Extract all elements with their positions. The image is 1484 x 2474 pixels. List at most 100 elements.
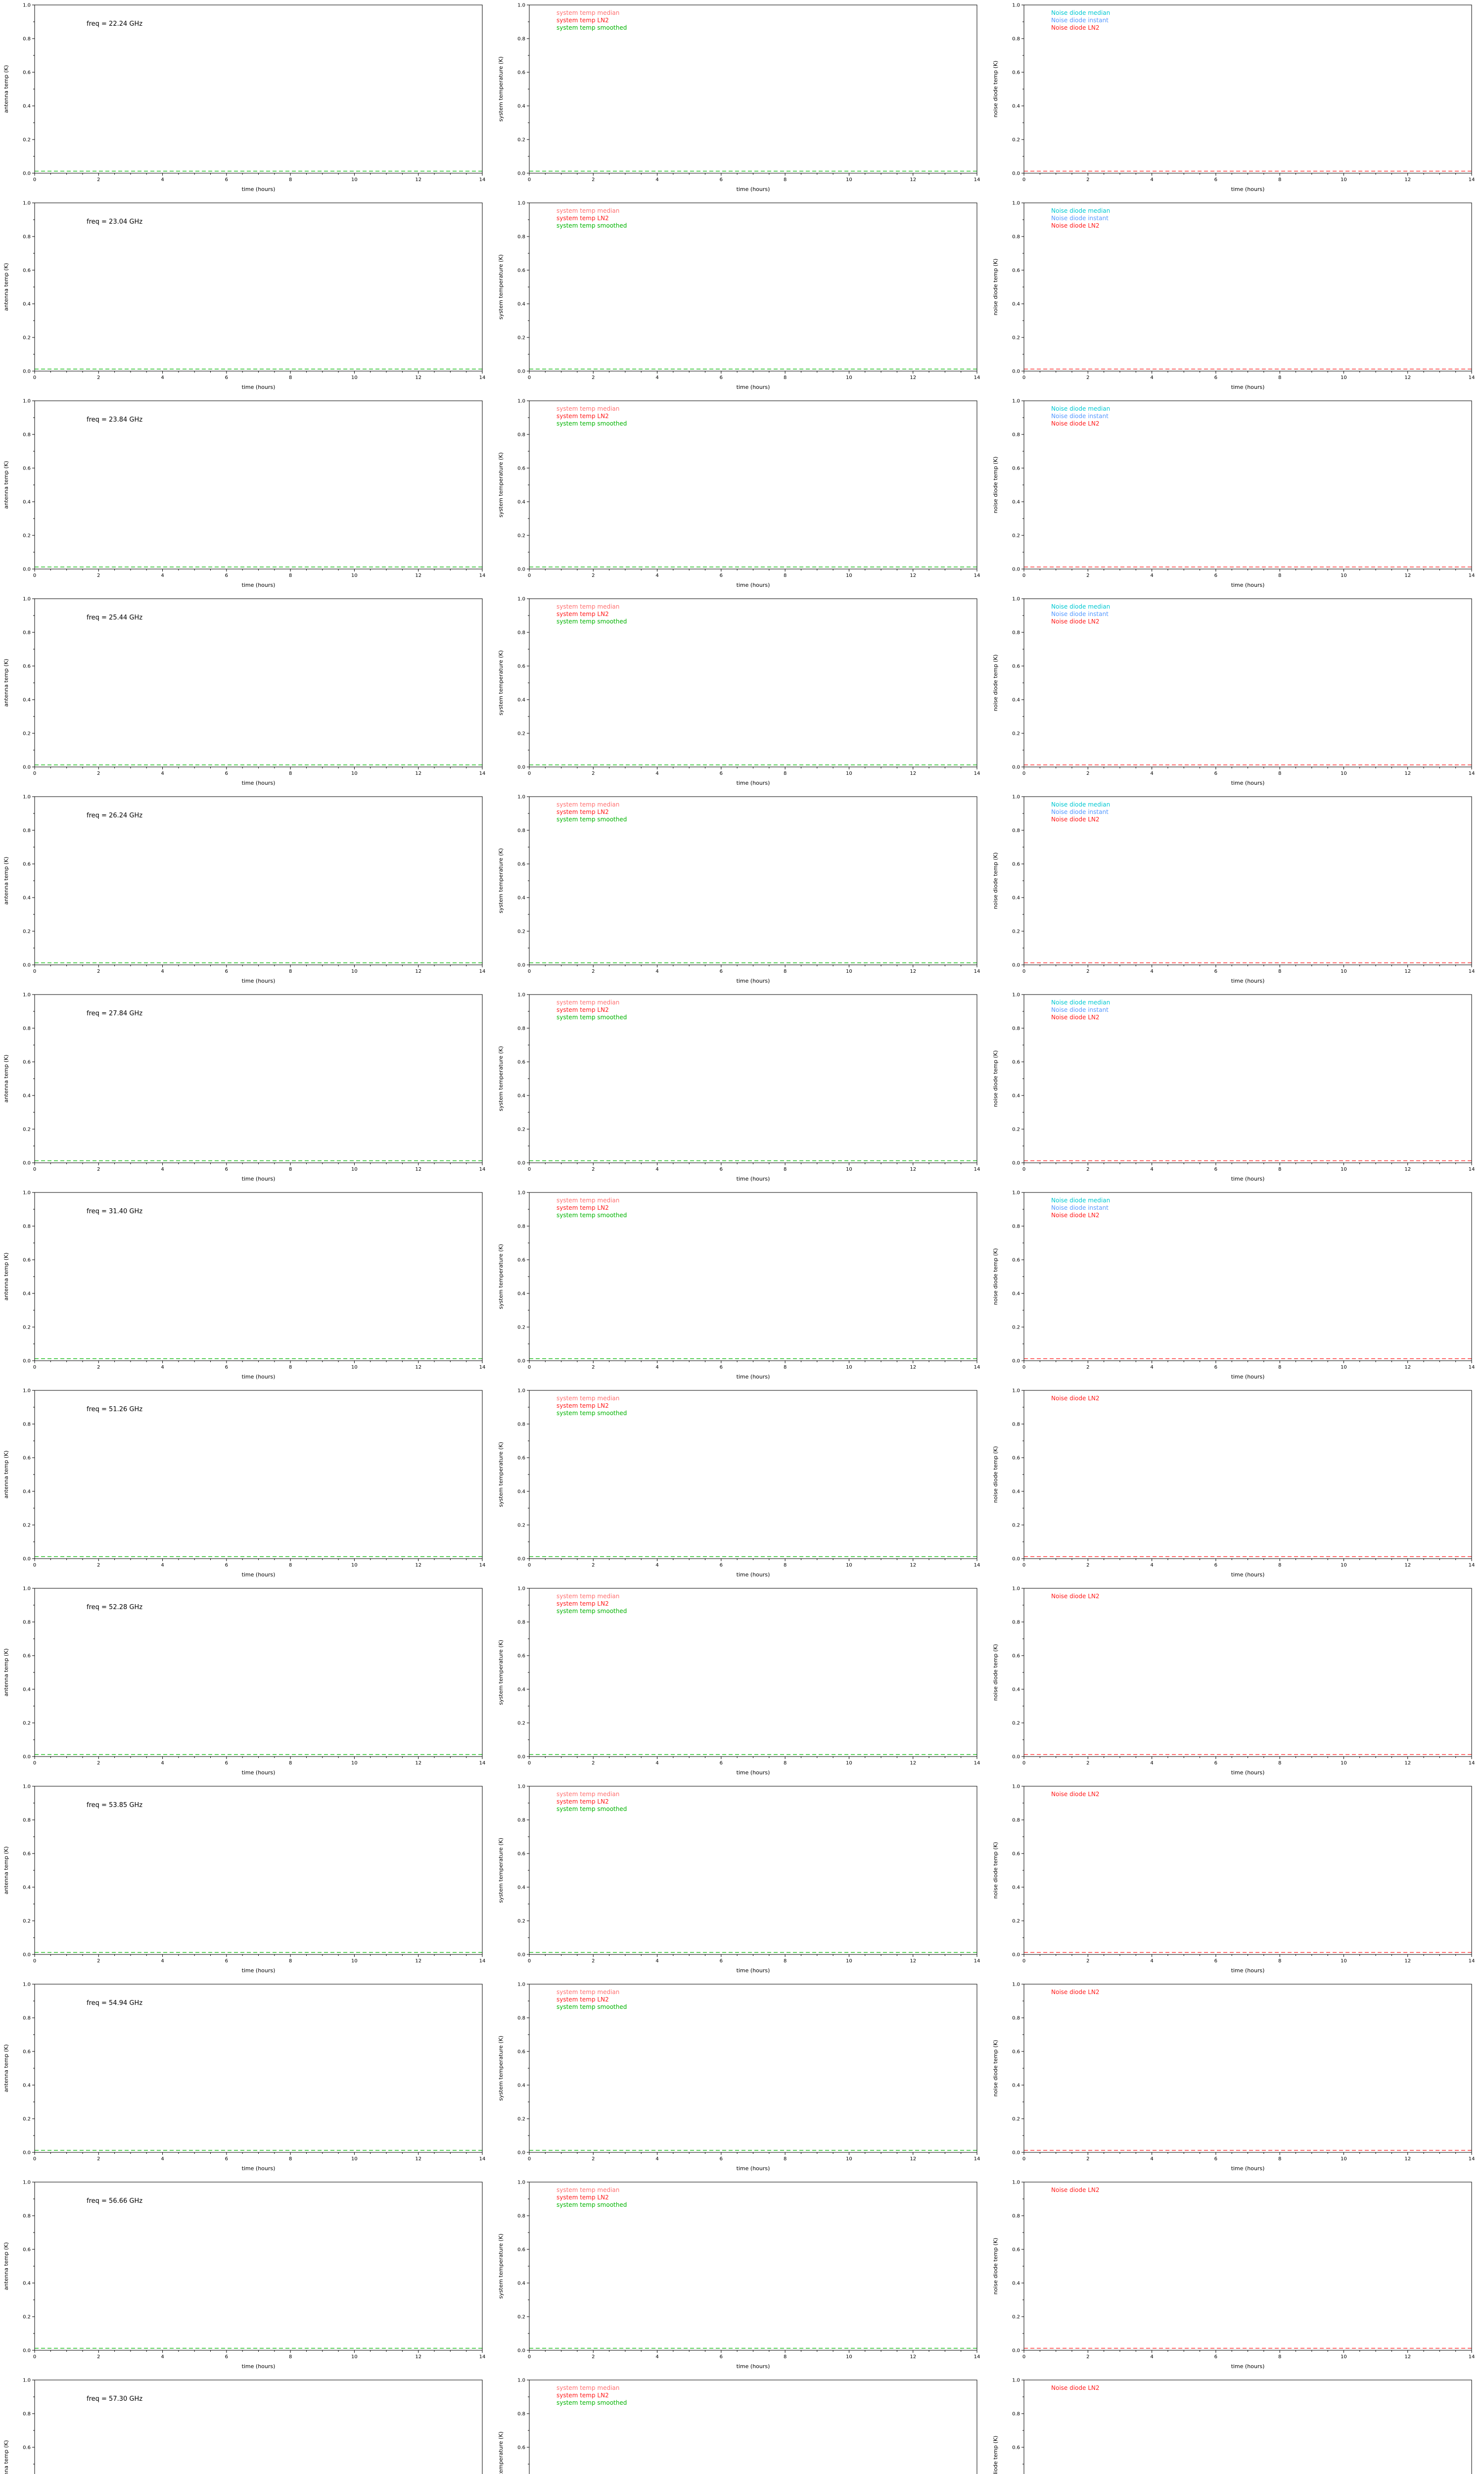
legend-entry: Noise diode instant	[1051, 17, 1109, 24]
x-axis-label: time (hours)	[737, 780, 770, 786]
y-tick-label: 0.2	[1012, 2117, 1020, 2122]
x-tick-label: 0	[528, 1167, 531, 1172]
x-tick-label: 0	[528, 969, 531, 974]
x-tick-label: 8	[289, 1167, 292, 1172]
y-tick-label: 0.6	[1012, 268, 1020, 274]
y-axis: 0.0 0.2 0.4 0.6 0.8 1.0	[517, 3, 529, 177]
y-tick-label: 0.2	[23, 2117, 31, 2122]
x-axis: 0 2 4 6 8 10 12 14	[1022, 371, 1475, 381]
x-axis-label: time (hours)	[1231, 186, 1265, 192]
x-tick-label: 8	[1278, 1958, 1281, 1964]
x-tick-label: 8	[289, 1760, 292, 1766]
y-axis: 0.0 0.2 0.4 0.6 0.8 1.0	[23, 2180, 35, 2354]
x-tick-label: 0	[33, 771, 36, 776]
x-tick-label: 8	[784, 1167, 787, 1172]
x-tick-label: 12	[910, 1167, 916, 1172]
x-tick-label: 4	[161, 2156, 164, 2162]
plot-canvas: 0 2 4 6 8 10 12 14 0.0 0.2 0.4 0.6 0.8 1.0 noise diode…	[992, 993, 1475, 1183]
x-tick-label: 0	[1022, 177, 1025, 183]
y-axis-label: antenna temp (K)	[3, 461, 9, 509]
x-tick-label: 4	[161, 1563, 164, 1568]
legend-entry: Noise diode LN2	[1051, 2384, 1100, 2391]
x-tick-label: 12	[1404, 1365, 1411, 1370]
x-tick-label: 8	[784, 1760, 787, 1766]
legend-entry: system temp median	[556, 1197, 619, 1204]
x-tick-label: 8	[784, 771, 787, 776]
y-tick-label: 0.8	[1012, 1620, 1020, 1625]
x-tick-label: 14	[1469, 1365, 1475, 1370]
x-tick-label: 10	[846, 2354, 852, 2360]
y-axis: 0.0 0.2 0.4 0.6 0.8 1.0	[517, 2180, 529, 2354]
plot-canvas: 0 2 4 6 8 10 12 14 0.0 0.2 0.4 0.6 0.8 1.0 system temp…	[498, 3, 980, 193]
y-axis: 0.0 0.2 0.4 0.6 0.8 1.0	[1012, 201, 1024, 375]
x-tick-label: 12	[1404, 1958, 1411, 1964]
y-tick-label: 0.4	[23, 1489, 31, 1495]
y-tick-label: 0.8	[517, 828, 525, 834]
y-axis-label: system temperature (K)	[498, 56, 504, 122]
legend-entry: Noise diode instant	[1051, 611, 1109, 618]
figure-row-6: 0 2 4 6 8 10 12 14 0.0 0.2 0.4 0.6 0.8 1.0 antenna tem…	[0, 990, 1484, 1188]
y-tick-label: 0.6	[517, 2049, 525, 2055]
x-axis: 0 2 4 6 8 10 12 14	[1022, 2152, 1475, 2162]
y-tick-label: 1.0	[517, 1982, 525, 1988]
y-tick-label: 1.0	[1012, 1586, 1020, 1592]
x-tick-label: 4	[655, 2156, 658, 2162]
y-axis-label: system temperature (K)	[498, 452, 504, 518]
x-axis-label: time (hours)	[1231, 1571, 1265, 1578]
plot-canvas: 0 2 4 6 8 10 12 14 0.0 0.2 0.4 0.6 0.8 1.0 noise diode…	[992, 1388, 1475, 1578]
legend-entry: Noise diode LN2	[1051, 1395, 1100, 1402]
freq-annotation: freq = 57.30 GHz	[87, 2395, 142, 2403]
x-tick-label: 14	[974, 1760, 980, 1766]
x-tick-label: 4	[655, 771, 658, 776]
figure-row-9: 0 2 4 6 8 10 12 14 0.0 0.2 0.4 0.6 0.8 1.0 antenna tem…	[0, 1583, 1484, 1781]
x-tick-label: 8	[784, 2354, 787, 2360]
x-tick-label: 14	[1469, 1167, 1475, 1172]
y-axis: 0.0 0.2 0.4 0.6 0.8 1.0	[23, 1388, 35, 1562]
legend-entry: system temp smoothed	[556, 618, 627, 625]
x-tick-label: 8	[1278, 2156, 1281, 2162]
y-tick-label: 0.2	[517, 731, 525, 737]
x-axis-label: time (hours)	[242, 2363, 276, 2370]
y-tick-label: 0.4	[1012, 1885, 1020, 1891]
x-tick-label: 8	[289, 177, 292, 183]
y-tick-label: 0.4	[23, 104, 31, 109]
y-axis: 0.0 0.2 0.4 0.6 0.8 1.0	[1012, 1784, 1024, 1958]
x-tick-label: 0	[1022, 2156, 1025, 2162]
x-tick-label: 6	[720, 375, 723, 381]
x-tick-label: 6	[225, 2156, 228, 2162]
y-axis: 0.0 0.2 0.4 0.6 0.8 1.0	[517, 795, 529, 968]
y-tick-label: 0.8	[1012, 37, 1020, 42]
y-tick-label: 0.2	[517, 138, 525, 143]
figure-row-2: 0 2 4 6 8 10 12 14 0.0 0.2 0.4 0.6 0.8 1.0 antenna tem…	[0, 198, 1484, 396]
plot-canvas: 0 2 4 6 8 10 12 14 0.0 0.2 0.4 0.6 0.8 1.0 system temp…	[498, 1586, 980, 1776]
y-tick-label: 0.4	[23, 698, 31, 703]
y-tick-label: 0.8	[1012, 432, 1020, 438]
freq-annotation: freq = 56.66 GHz	[87, 2197, 142, 2205]
y-tick-label: 0.6	[1012, 2445, 1020, 2451]
y-tick-label: 0.6	[517, 2247, 525, 2253]
x-axis-label: time (hours)	[1231, 780, 1265, 786]
x-tick-label: 12	[910, 573, 916, 578]
x-tick-label: 6	[1214, 1365, 1217, 1370]
subplot-right-row10: 0 2 4 6 8 10 12 14 0.0 0.2 0.4 0.6 0.8 1.0 noise diode…	[989, 1781, 1484, 1979]
y-tick-label: 0.0	[23, 2150, 31, 2156]
y-tick-label: 0.2	[23, 1721, 31, 1726]
x-tick-label: 4	[161, 573, 164, 578]
y-axis-label: system temperature (K)	[498, 1046, 504, 1111]
y-tick-label: 1.0	[1012, 1784, 1020, 1790]
y-tick-label: 0.4	[23, 896, 31, 901]
y-tick-label: 1.0	[23, 1190, 31, 1196]
x-tick-label: 2	[1086, 1563, 1089, 1568]
x-tick-label: 0	[33, 2156, 36, 2162]
legend-entry: Noise diode instant	[1051, 1006, 1109, 1013]
y-tick-label: 0.8	[23, 1620, 31, 1625]
y-tick-label: 0.0	[23, 171, 31, 177]
legend: Noise diode LN2	[1051, 2384, 1100, 2391]
x-tick-label: 10	[1341, 1563, 1347, 1568]
x-tick-label: 4	[1150, 771, 1153, 776]
x-tick-label: 8	[784, 1365, 787, 1370]
y-tick-label: 0.2	[1012, 2315, 1020, 2320]
x-tick-label: 10	[1341, 1365, 1347, 1370]
